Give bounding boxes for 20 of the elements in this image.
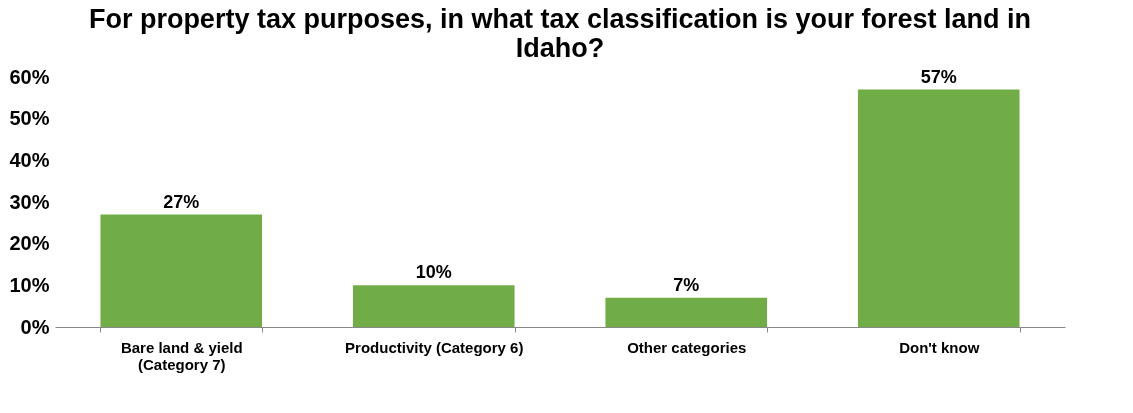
data-label: 27% (163, 191, 200, 212)
chart-title: For property tax purposes, in what tax classification is your forest land in Idaho? (88, 4, 1032, 63)
bar (605, 297, 768, 327)
data-label: 7% (673, 274, 700, 295)
x-tick-label: Other categories (627, 338, 747, 356)
y-tick-label: 20% (9, 232, 50, 255)
y-tick-label: 0% (20, 315, 50, 338)
bar (352, 285, 515, 327)
x-tick-label: Don't know (899, 338, 980, 356)
y-tick-label: 50% (9, 107, 50, 130)
bar (100, 214, 263, 327)
bar (857, 89, 1020, 327)
y-tick-label: 10% (9, 273, 50, 296)
x-tick-label: Bare land & yield (Category 7) (120, 338, 243, 373)
y-tick-label: 60% (9, 65, 50, 88)
x-tick-label: Productivity (Category 6) (345, 338, 524, 356)
y-tick-label: 40% (9, 148, 50, 171)
data-label: 10% (415, 262, 452, 283)
y-tick-label: 30% (9, 190, 50, 213)
data-label: 57% (920, 66, 957, 87)
